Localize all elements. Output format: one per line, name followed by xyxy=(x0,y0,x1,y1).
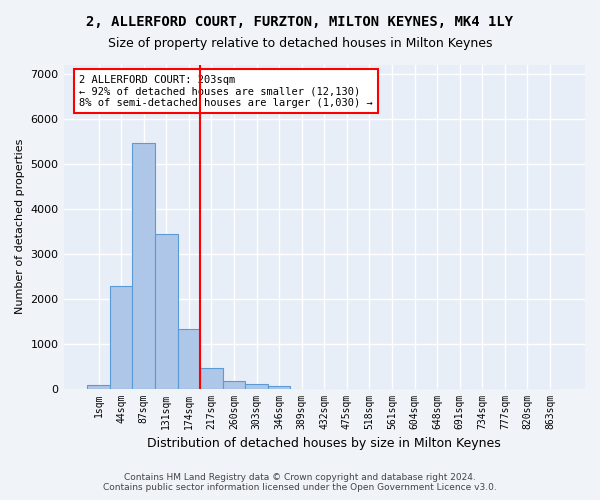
Bar xyxy=(245,384,268,388)
Bar xyxy=(87,385,110,388)
Bar xyxy=(155,234,178,388)
Bar xyxy=(223,381,245,388)
Text: Size of property relative to detached houses in Milton Keynes: Size of property relative to detached ho… xyxy=(108,38,492,51)
Bar xyxy=(200,368,223,388)
Bar xyxy=(178,329,200,388)
Text: 2 ALLERFORD COURT: 203sqm
← 92% of detached houses are smaller (12,130)
8% of se: 2 ALLERFORD COURT: 203sqm ← 92% of detac… xyxy=(79,74,373,108)
X-axis label: Distribution of detached houses by size in Milton Keynes: Distribution of detached houses by size … xyxy=(148,437,501,450)
Bar xyxy=(110,286,133,388)
Y-axis label: Number of detached properties: Number of detached properties xyxy=(15,139,25,314)
Bar xyxy=(133,142,155,388)
Text: 2, ALLERFORD COURT, FURZTON, MILTON KEYNES, MK4 1LY: 2, ALLERFORD COURT, FURZTON, MILTON KEYN… xyxy=(86,15,514,29)
Text: Contains HM Land Registry data © Crown copyright and database right 2024.
Contai: Contains HM Land Registry data © Crown c… xyxy=(103,473,497,492)
Bar xyxy=(268,386,290,388)
